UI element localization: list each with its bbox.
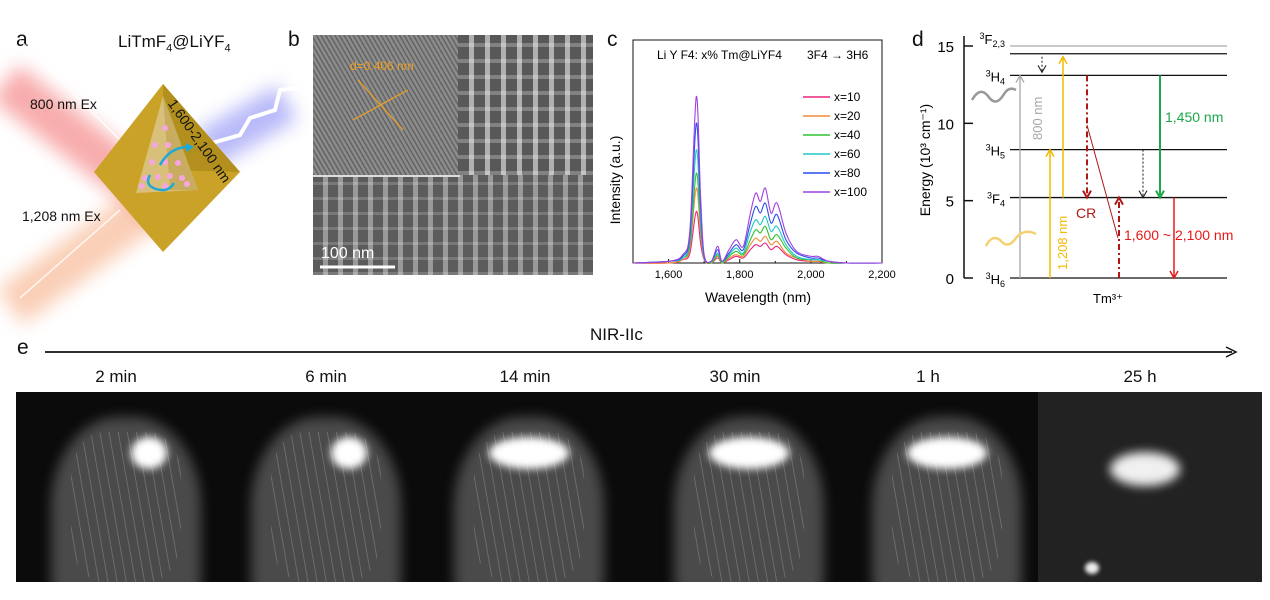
time-arrow	[45, 346, 1238, 358]
panel-label-a: a	[16, 28, 28, 51]
liver-signal	[489, 437, 569, 469]
excitation-800-label: 800 nm Ex	[30, 96, 97, 112]
x-tick-label: 2,200	[868, 269, 896, 281]
panel-label-e: e	[17, 336, 29, 359]
level-label: 3H5	[986, 143, 1005, 161]
energy-level-diagram: 0 5 10 15 3F2,3 3H4 3H5 3F4 3H6 Energy (10³ cm⁻…	[917, 31, 1233, 306]
panel-label-d: d	[912, 28, 924, 51]
tem-image: d=0.406 nm 100 nm	[313, 35, 593, 275]
timepoint-label: 30 min	[709, 367, 761, 386]
liver-signal	[131, 437, 167, 469]
legend-label: x=80	[834, 166, 861, 180]
cross-relaxation-down-arrow-head-icon	[1082, 190, 1092, 200]
energy-transfer-arrow-icon	[158, 145, 189, 166]
lattice-spacing-label: d=0.406 nm	[350, 59, 414, 73]
tem-region	[458, 35, 593, 175]
legend-label: x=60	[834, 147, 861, 161]
x-tick-label: 1,800	[726, 269, 754, 281]
nir-image-30min	[643, 392, 855, 582]
level-label: 3H6	[986, 271, 1005, 289]
panel-label-c: c	[607, 28, 618, 51]
mouse-body	[51, 417, 201, 582]
timepoint-label: 14 min	[499, 367, 551, 386]
chart-title-right: 3F4 → 3H6	[807, 48, 869, 62]
liver-signal	[906, 437, 987, 469]
hrtem-inset	[313, 35, 460, 177]
nir-image-25h	[1038, 392, 1262, 582]
timepoint-label: 2 min	[95, 367, 137, 386]
emission-range-label: 1,600 ~ 2,100 nm	[1124, 227, 1233, 243]
nonradiative-relaxation-arrow-head-icon	[1037, 65, 1047, 74]
emission-spectra-chart: 1,600 1,800 2,000 2,200 x=10 x=20 x=40 x=60 x=8…	[607, 39, 896, 305]
series-line-x=10	[632, 210, 882, 264]
dopant-ions	[139, 125, 190, 189]
legend-label: x=10	[834, 90, 861, 104]
timepoint-label: 25 h	[1123, 367, 1157, 386]
excited-state-absorption-arrow-head-icon	[1058, 55, 1068, 65]
x-tick-label: 2,000	[797, 269, 825, 281]
timepoint-label: 6 min	[305, 367, 347, 386]
y-tick-label: 15	[937, 39, 954, 56]
nir-iic-label: NIR-IIc	[590, 325, 643, 344]
arrow-head-icon	[1225, 346, 1238, 358]
legend-label: x=40	[834, 128, 861, 142]
bright-spot	[1085, 562, 1099, 574]
y-tick-label: 5	[946, 194, 954, 211]
y-axis-label: Intensity (a.u.)	[607, 136, 623, 225]
x-tick-label: 1,600	[655, 269, 683, 281]
liver-signal	[1110, 452, 1180, 486]
nir-image-6min	[236, 392, 415, 582]
wavy-excitation-800-icon	[970, 87, 1017, 103]
level-label: 3H4	[986, 68, 1005, 86]
liver-signal	[330, 437, 367, 469]
y-tick-label: 0	[946, 271, 954, 288]
excitation-1208-label: 1,208 nm Ex	[22, 208, 101, 224]
lattice-markers	[320, 79, 409, 269]
excitation-800-label: 800 nm	[1030, 97, 1045, 140]
legend-label: x=20	[834, 109, 861, 123]
emission-zigzag-icon	[204, 86, 299, 147]
nanocrystal-illustration	[19, 39, 299, 299]
nanocrystal-formula: LiTmF4@LiYF4	[118, 32, 231, 55]
mouse-body	[250, 417, 401, 582]
energy-axis-label: Energy (10³ cm⁻¹)	[917, 104, 933, 216]
nonradiative-relaxation-arrow-2-head-icon	[1138, 190, 1148, 199]
legend-label: x=100	[834, 185, 867, 199]
emission-range-arrow-head-icon	[1169, 270, 1179, 280]
wavy-excitation-1208-icon	[984, 230, 1037, 247]
level-label: 3F4	[987, 191, 1005, 209]
series-line-x=20	[632, 187, 882, 265]
timepoint-label: 1 h	[916, 367, 940, 386]
excitation-1208-arrow-head-icon	[1045, 148, 1055, 157]
series-line-x=100	[632, 96, 883, 264]
ion-label: Tm³⁺	[1093, 291, 1123, 306]
excitation-1208-label: 1,208 nm	[1055, 216, 1070, 270]
y-tick-label: 10	[937, 116, 954, 133]
liver-signal	[709, 437, 789, 469]
chart-title-left: Li Y F4: x% Tm@LiYF4	[657, 48, 782, 62]
excitation-800-arrow-head-icon	[1015, 74, 1025, 83]
series-line-x=80	[632, 122, 883, 264]
plot-frame	[632, 39, 883, 264]
nir-image-1h	[855, 392, 1038, 582]
scale-bar-label: 100 nm	[321, 245, 375, 262]
cross-relaxation-link	[1086, 124, 1119, 239]
cross-relaxation-label: CR	[1076, 205, 1096, 221]
emission-1450-label: 1,450 nm	[1165, 109, 1223, 125]
nir-image-14min	[415, 392, 643, 582]
x-axis-label: Wavelength (nm)	[705, 289, 811, 305]
cross-relaxation-up-arrow-head-icon	[1114, 195, 1124, 206]
series-line-x=60	[632, 149, 883, 264]
panel-label-b: b	[288, 28, 300, 51]
nir-image-2min	[16, 392, 236, 582]
emission-1450-arrow-head-icon	[1155, 190, 1165, 200]
level-label: 3F2,3	[980, 31, 1005, 49]
